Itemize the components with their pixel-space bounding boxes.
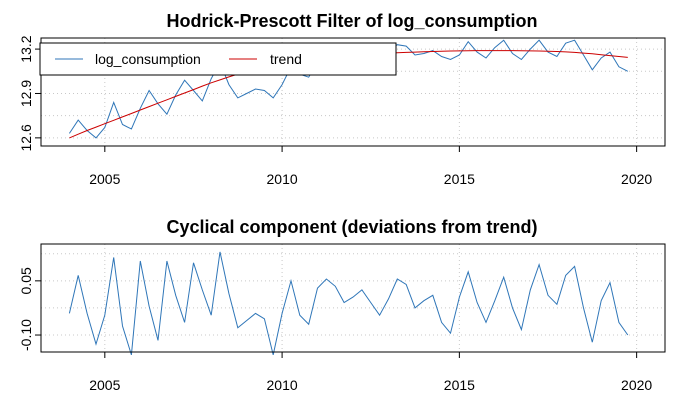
top-y-tick-label: 13.2 [18,35,34,62]
bottom-x-tick-label: 2020 [621,377,652,393]
top-x-tick-label: 2010 [267,171,298,187]
legend-label-log-consumption: log_consumption [95,51,201,67]
top-y-tick-label: 12.9 [18,80,34,107]
top-plot-box [40,37,666,147]
top-x-tick-label: 2015 [444,171,475,187]
bottom-y-tick-label: 0.05 [18,267,34,294]
bottom-y-tick-label: -0.10 [18,319,34,351]
legend: log_consumption trend [39,42,397,76]
bottom-x-tick-label: 2005 [89,377,120,393]
bottom-plot-box [40,243,666,353]
bottom-series-lines [68,251,629,356]
legend-box [39,42,397,76]
bottom-x-tick-label: 2015 [444,377,475,393]
top-chart-title: Hodrick-Prescott Filter of log_consumpti… [166,11,537,31]
top-x-tick-label: 2005 [89,171,120,187]
top-y-tick-label: 12.6 [18,124,34,151]
legend-label-trend: trend [270,51,302,67]
bottom-series-line-cycle [68,251,629,356]
bottom-chart-title: Cyclical component (deviations from tren… [166,217,537,237]
top-x-tick-label: 2020 [621,171,652,187]
bottom-x-tick-label: 2010 [267,377,298,393]
top-axes: 2005 2010 2015 2020 12.6 12.9 13.2 [18,35,666,187]
panel-top: Hodrick-Prescott Filter of log_consumpti… [18,11,666,187]
bottom-grid [41,244,665,352]
bottom-axes: 2005 2010 2015 2020 -0.10 0.05 [18,243,666,393]
panel-bottom: Cyclical component (deviations from tren… [18,217,666,393]
